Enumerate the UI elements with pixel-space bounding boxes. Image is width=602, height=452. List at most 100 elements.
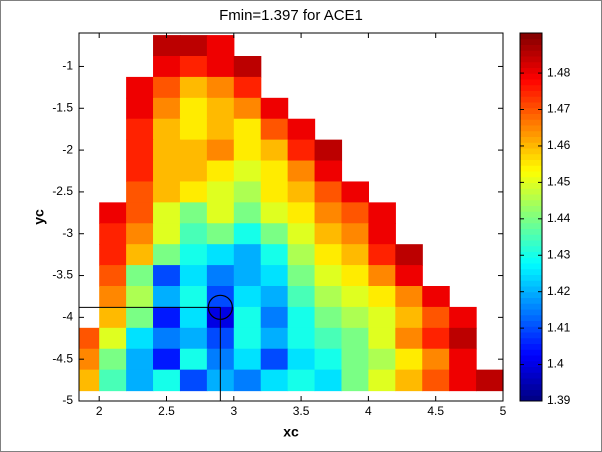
colorbar-swatch [520, 222, 542, 229]
contour-cell [153, 348, 181, 371]
contour-cell [126, 139, 154, 162]
contour-cell [341, 348, 369, 371]
contour-cell [395, 244, 423, 266]
colorbar-swatch [520, 153, 542, 160]
y-tick-label: -1.5 [52, 100, 73, 114]
contour-cell [287, 306, 316, 329]
contour-cell [341, 202, 369, 224]
contour-cell [206, 97, 235, 120]
contour-cell [99, 244, 127, 266]
colorbar-swatch [520, 73, 542, 80]
contour-cell [287, 202, 316, 224]
contour-cell [395, 327, 423, 350]
contour-cell [233, 56, 262, 78]
contour-cell [341, 223, 369, 245]
contour-cell [287, 265, 316, 287]
y-tick-label: -4.5 [52, 351, 73, 365]
contour-cell [206, 56, 235, 78]
contour-cell [287, 223, 316, 245]
contour-cell [341, 181, 369, 203]
colorbar-swatch [520, 343, 542, 350]
contour-cell [341, 244, 369, 266]
contour-cell [99, 265, 127, 287]
contour-cell [233, 223, 262, 245]
y-axis-label: yc [31, 209, 47, 225]
contour-cell [368, 327, 396, 350]
contour-cell [260, 97, 289, 120]
contour-cell [179, 223, 208, 245]
contour-cell [260, 348, 289, 371]
contour-cell [153, 139, 181, 162]
y-tick-label: -5 [62, 393, 73, 407]
contour-cell [260, 327, 289, 350]
contour-cell [314, 244, 343, 266]
colorbar-swatch [520, 303, 542, 310]
contour-cell [233, 348, 262, 371]
colorbar-swatch [520, 56, 542, 63]
contour-cell [287, 139, 316, 162]
contour-cell [287, 181, 316, 203]
contour-cell [368, 348, 396, 371]
contour-cell [179, 118, 208, 141]
contour-cell [314, 265, 343, 287]
contour-cell [260, 286, 289, 308]
contour-cell [153, 286, 181, 308]
contour-cell [99, 306, 127, 329]
colorbar-swatch [520, 148, 542, 155]
colorbar-swatch [520, 355, 542, 362]
colorbar-swatch [520, 263, 542, 270]
colorbar-swatch [520, 102, 542, 109]
colorbar-swatch [520, 291, 542, 298]
y-tick-label: -2.5 [52, 184, 73, 198]
contour-cell [153, 223, 181, 245]
min-marker [207, 294, 233, 320]
axes-frame [78, 32, 504, 402]
contour-cell [260, 118, 289, 141]
contour-cell [79, 348, 100, 371]
colorbar-swatch [520, 67, 542, 74]
y-tick-label: -2 [62, 142, 73, 156]
contour-cell [206, 118, 235, 141]
contour-cell [153, 56, 181, 78]
colorbar-swatch [520, 176, 542, 183]
contour-cell [206, 202, 235, 224]
contour-cell [368, 223, 396, 245]
contour-cell [422, 286, 450, 308]
colorbar-swatch [520, 142, 542, 149]
contour-cell [233, 202, 262, 224]
contour-cell [368, 244, 396, 266]
colorbar-swatch [520, 217, 542, 224]
contour-cell [79, 369, 100, 392]
contour-cell [314, 327, 343, 350]
contour-cell [233, 244, 262, 266]
colorbar-swatch [520, 199, 542, 206]
contour-cell [179, 327, 208, 350]
contour-cell [179, 265, 208, 287]
contour-cell [260, 139, 289, 162]
colorbar-swatch [520, 297, 542, 304]
colorbar-swatch [520, 44, 542, 51]
colorbar-swatch [520, 395, 542, 402]
colorbar-swatch [520, 96, 542, 103]
contour-cell [395, 369, 423, 392]
contour-cell [233, 306, 262, 329]
contour-cell [99, 202, 127, 224]
colorbar-swatch [520, 188, 542, 195]
colorbar-tick-label: 1.46 [547, 138, 571, 152]
colorbar-swatch [520, 372, 542, 379]
colorbar-swatch [520, 268, 542, 275]
y-tick-label: -3.5 [52, 268, 73, 282]
contour-cell [206, 76, 235, 99]
contour-cell [126, 202, 154, 224]
contour-cell [206, 35, 235, 57]
contour-cell [287, 160, 316, 183]
contour-cell [368, 369, 396, 392]
contour-cell [99, 286, 127, 308]
contour-cell [314, 286, 343, 308]
colorbar-swatch [520, 211, 542, 218]
contour-cell [153, 118, 181, 141]
contour-cell [233, 139, 262, 162]
contour-cell [126, 244, 154, 266]
chart-title: Fmin=1.397 for ACE1 [219, 7, 363, 24]
y-tick-label: -4 [62, 310, 73, 324]
